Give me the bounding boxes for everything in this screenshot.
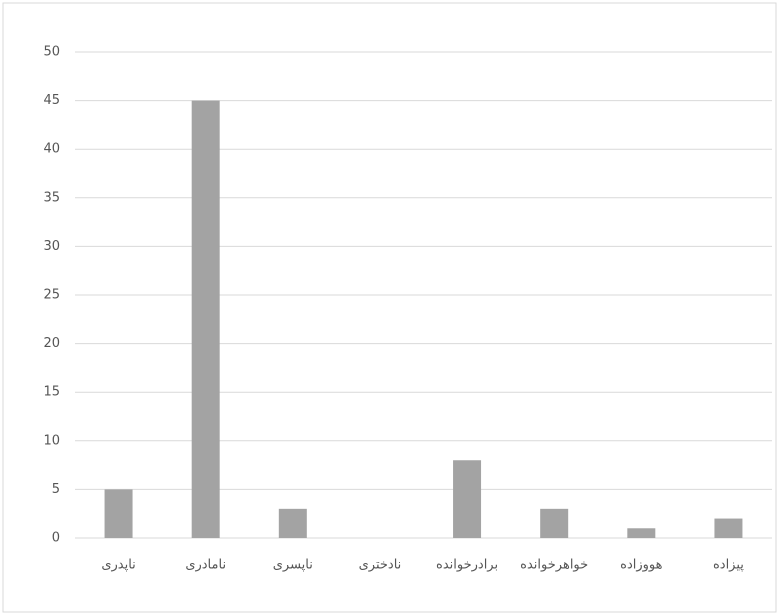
x-tick-label: پیزاده: [713, 558, 744, 573]
y-tick-label: 10: [43, 433, 60, 448]
x-tick-label: ناپسری: [273, 558, 313, 573]
bar: [191, 100, 220, 538]
y-tick-label: 0: [52, 531, 60, 546]
bar: [627, 528, 656, 538]
bar: [714, 518, 743, 538]
x-tick-label: ناپدری: [101, 558, 135, 573]
x-tick-label: خواهرخوانده: [520, 558, 588, 573]
y-tick-label: 25: [43, 288, 60, 303]
bar: [278, 508, 307, 538]
y-tick-label: 20: [43, 336, 60, 351]
y-tick-label: 45: [43, 93, 60, 108]
y-tick-label: 5: [52, 482, 60, 497]
y-tick-label: 30: [43, 239, 60, 254]
y-tick-label: 40: [43, 142, 60, 157]
bar: [453, 460, 482, 538]
y-tick-label: 50: [43, 45, 60, 60]
bar: [540, 508, 569, 538]
x-tick-label: برادرخوانده: [436, 558, 498, 573]
x-tick-label: نامادری: [185, 558, 226, 573]
x-tick-label: نادختری: [359, 558, 402, 573]
bar: [104, 489, 133, 538]
y-tick-label: 35: [43, 190, 60, 205]
x-tick-label: هووزاده: [620, 558, 662, 573]
y-tick-label: 15: [43, 385, 60, 400]
